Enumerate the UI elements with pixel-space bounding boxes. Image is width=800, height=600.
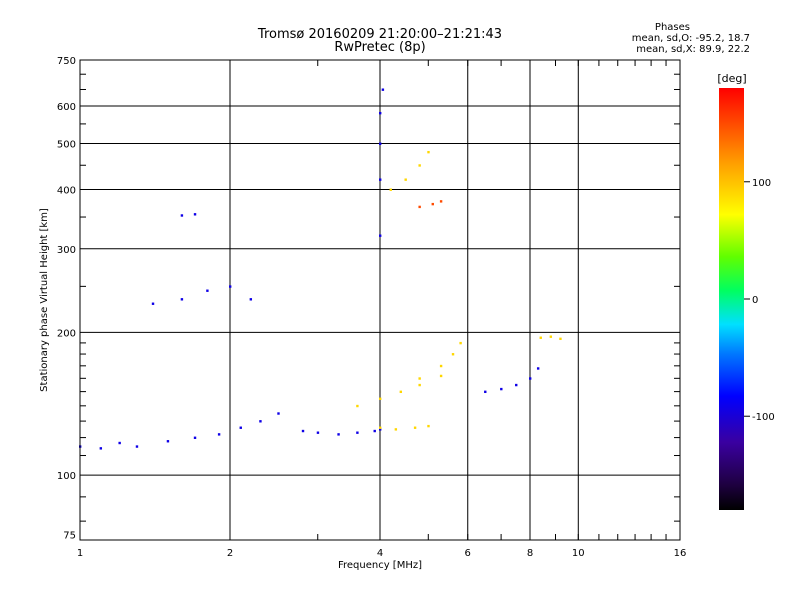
data-point: [418, 377, 421, 380]
data-point: [451, 353, 455, 356]
grid-lines: [80, 60, 680, 540]
y-axis-label: Stationary phase Virtual Height [km]: [39, 208, 50, 392]
x-tick-label: 2: [227, 548, 233, 559]
y-axis: 75 100 200 300 400 500 600 750: [57, 56, 680, 541]
colorbar: [719, 88, 744, 510]
data-point: [206, 289, 209, 292]
chart-subtitle: RwPretec (8p): [334, 40, 426, 55]
data-point: [539, 336, 542, 339]
y-tick-label: 750: [57, 56, 76, 67]
y-tick-label: 600: [57, 102, 76, 113]
x-tick-label: 1: [77, 548, 83, 559]
x-tick-label: 6: [465, 548, 471, 559]
data-point: [301, 429, 305, 433]
x-axis-label: Frequency [MHz]: [338, 560, 422, 571]
data-point: [515, 383, 518, 387]
data-point: [259, 420, 262, 423]
data-point: [316, 431, 320, 434]
data-point: [529, 377, 532, 380]
data-point: [418, 383, 421, 387]
phase-x-stats: mean, sd,X: 89.9, 22.2: [636, 44, 750, 55]
data-point: [379, 234, 382, 237]
data-point: [536, 367, 540, 370]
data-point: [193, 213, 197, 216]
data-point: [439, 200, 443, 203]
data-point: [379, 142, 382, 145]
data-point: [356, 431, 359, 434]
data-point: [118, 441, 121, 445]
data-point: [413, 426, 417, 429]
data-point: [356, 404, 359, 408]
data-point: [379, 428, 382, 431]
data-point: [135, 445, 139, 448]
data-point: [484, 390, 487, 394]
phase-o-stats: mean, sd,O: -95.2, 18.7: [631, 33, 750, 44]
data-point: [418, 205, 421, 209]
data-point: [217, 433, 221, 436]
data-point: [399, 390, 403, 394]
colorbar-unit: [deg]: [717, 72, 746, 85]
data-point: [379, 426, 382, 429]
data-point: [180, 298, 184, 301]
data-point: [381, 88, 385, 91]
colorbar-tick-label: 0: [752, 295, 758, 306]
data-point: [418, 164, 421, 167]
data-point: [439, 374, 443, 378]
data-point: [394, 428, 398, 431]
data-point: [379, 397, 382, 400]
data-point: [166, 440, 170, 443]
data-point: [439, 364, 443, 368]
data-point: [431, 202, 434, 206]
data-point: [379, 111, 382, 115]
colorbar-tick-label: 100: [752, 178, 771, 189]
y-tick-label: 400: [57, 186, 76, 197]
data-point: [239, 426, 242, 429]
x-axis: 1 2 4 6 8 10 16: [77, 60, 687, 559]
x-tick-label: 8: [527, 548, 533, 559]
data-point: [389, 188, 392, 191]
data-point: [277, 412, 280, 415]
data-point: [337, 433, 340, 436]
colorbar-ticks: 100 0 -100: [744, 178, 775, 423]
data-point: [180, 214, 184, 217]
data-point: [373, 429, 376, 433]
x-tick-label: 16: [674, 548, 687, 559]
data-point: [229, 285, 232, 288]
x-tick-label: 10: [572, 548, 585, 559]
data-point: [559, 337, 562, 341]
chart-title: Tromsø 20160209 21:20:00–21:21:43: [257, 27, 503, 42]
data-point: [427, 150, 430, 154]
y-tick-label: 100: [57, 471, 76, 482]
y-tick-label: 200: [57, 328, 76, 339]
data-points: [79, 88, 562, 450]
data-point: [379, 178, 382, 181]
data-point: [500, 387, 503, 391]
data-point: [459, 341, 462, 345]
data-point: [99, 447, 103, 450]
colorbar-tick-label: -100: [752, 412, 775, 423]
x-tick-label: 4: [377, 548, 383, 559]
data-point: [404, 178, 407, 181]
data-point: [549, 335, 553, 338]
phase-heading: Phases: [654, 22, 690, 33]
data-point: [249, 298, 253, 301]
data-point: [193, 436, 197, 439]
y-tick-label: 300: [57, 245, 76, 256]
data-point: [151, 302, 155, 305]
y-tick-label: 75: [63, 530, 76, 541]
data-point: [427, 424, 430, 428]
y-tick-label: 500: [57, 140, 76, 151]
